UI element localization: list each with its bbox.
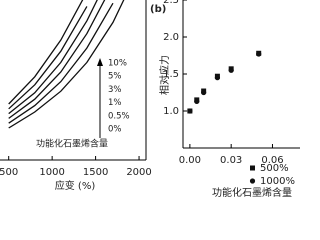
point [256,50,262,56]
x-axis-label: 应变 (%) [55,179,96,192]
curve [8,0,84,105]
legend-label: 1% [108,98,122,108]
x-axis-label: 功能化石墨烯含量 [212,186,292,199]
x-tick-label: 1500 [83,167,108,178]
legend-label: 3% [108,85,122,95]
panel-a [8,0,125,129]
x-tick-label: 0.03 [220,155,242,166]
legend-label: 0% [108,125,122,135]
legend-marker [250,165,255,171]
x-tick-label: 0.00 [179,155,201,166]
legend-label: 500% [260,163,289,174]
legend-label: 1000% [260,176,295,187]
y-tick-label: 2.5 [163,0,179,6]
curve [8,2,114,124]
curve [8,0,106,119]
x-tick-label: 2000 [126,167,151,178]
legend-label: 10% [108,59,127,69]
y-axis-label: 相对应力 [158,55,171,95]
point [201,88,207,94]
y-tick-label: 2.0 [163,32,179,43]
legend-arrow-head [97,58,103,66]
x-tick-label: 500 [0,167,18,178]
curve [8,6,88,110]
point [187,108,193,114]
point [214,73,220,79]
curve [8,0,125,129]
legend-label: 5% [108,72,122,82]
x-tick-label: 1000 [39,167,64,178]
legend-title: 功能化石墨烯含量 [36,138,108,150]
legend-label: 0.5% [108,111,130,121]
y-tick-label: 1.5 [163,69,179,80]
point [228,66,234,72]
legend-marker [249,178,256,184]
y-tick-label: 1.0 [163,106,179,117]
panel-label: (b) [150,4,166,15]
point [194,97,200,103]
curve [8,0,98,115]
x-tick-label: 0.06 [261,155,283,166]
